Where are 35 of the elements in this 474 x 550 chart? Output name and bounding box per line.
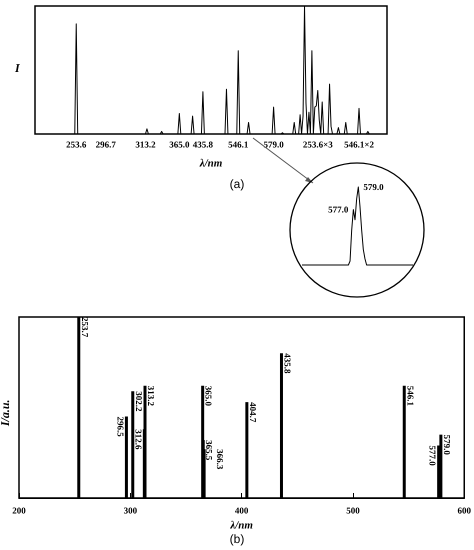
x-tick-label: 500	[346, 506, 360, 516]
x-tick-label: 400	[234, 506, 249, 516]
annotation: 579.0	[442, 434, 452, 456]
x-tick-label: 600	[458, 506, 472, 516]
annotation: 404.7	[248, 402, 258, 423]
x-tick-label: 200	[12, 506, 26, 516]
annotation: 302.2	[134, 391, 144, 412]
annotation: 365.5	[204, 440, 214, 461]
annotation: 366.3	[215, 449, 226, 470]
x-tick-label: 300	[124, 506, 138, 516]
x-tick-label: 546.1	[228, 140, 249, 150]
annotation: 579.0	[363, 182, 384, 192]
text: (a)	[230, 177, 244, 191]
x-tick-label: 365.0	[169, 140, 190, 150]
annotation: 312.6	[133, 429, 144, 450]
x-tick-label: 546.1×2	[344, 140, 374, 150]
x-axis-title: λ/nm	[229, 520, 254, 532]
annotation: 577.0	[328, 204, 349, 215]
y-axis-title: I/a.u.	[0, 399, 12, 428]
x-tick-label: 313.2	[135, 140, 156, 150]
x-tick-label: 253.6×3	[302, 140, 334, 150]
annotation: 577.0	[428, 446, 438, 466]
annotation: 253.7	[80, 317, 90, 338]
annotation: 546.1	[405, 386, 416, 407]
x-tick-label: 296.7	[96, 140, 116, 150]
x-tick-label: 579.0	[263, 140, 284, 150]
annotation: 313.2	[146, 386, 156, 407]
annotation: 296.5	[115, 416, 126, 438]
text: (b)	[230, 532, 244, 546]
x-tick-label: 253.6	[66, 140, 87, 150]
annotation: 365.0	[204, 386, 214, 407]
y-axis-title: I	[14, 61, 21, 75]
x-tick-label: 435.8	[192, 140, 214, 150]
x-axis-title: λ/nm	[198, 158, 223, 170]
annotation: 435.8	[282, 353, 292, 374]
